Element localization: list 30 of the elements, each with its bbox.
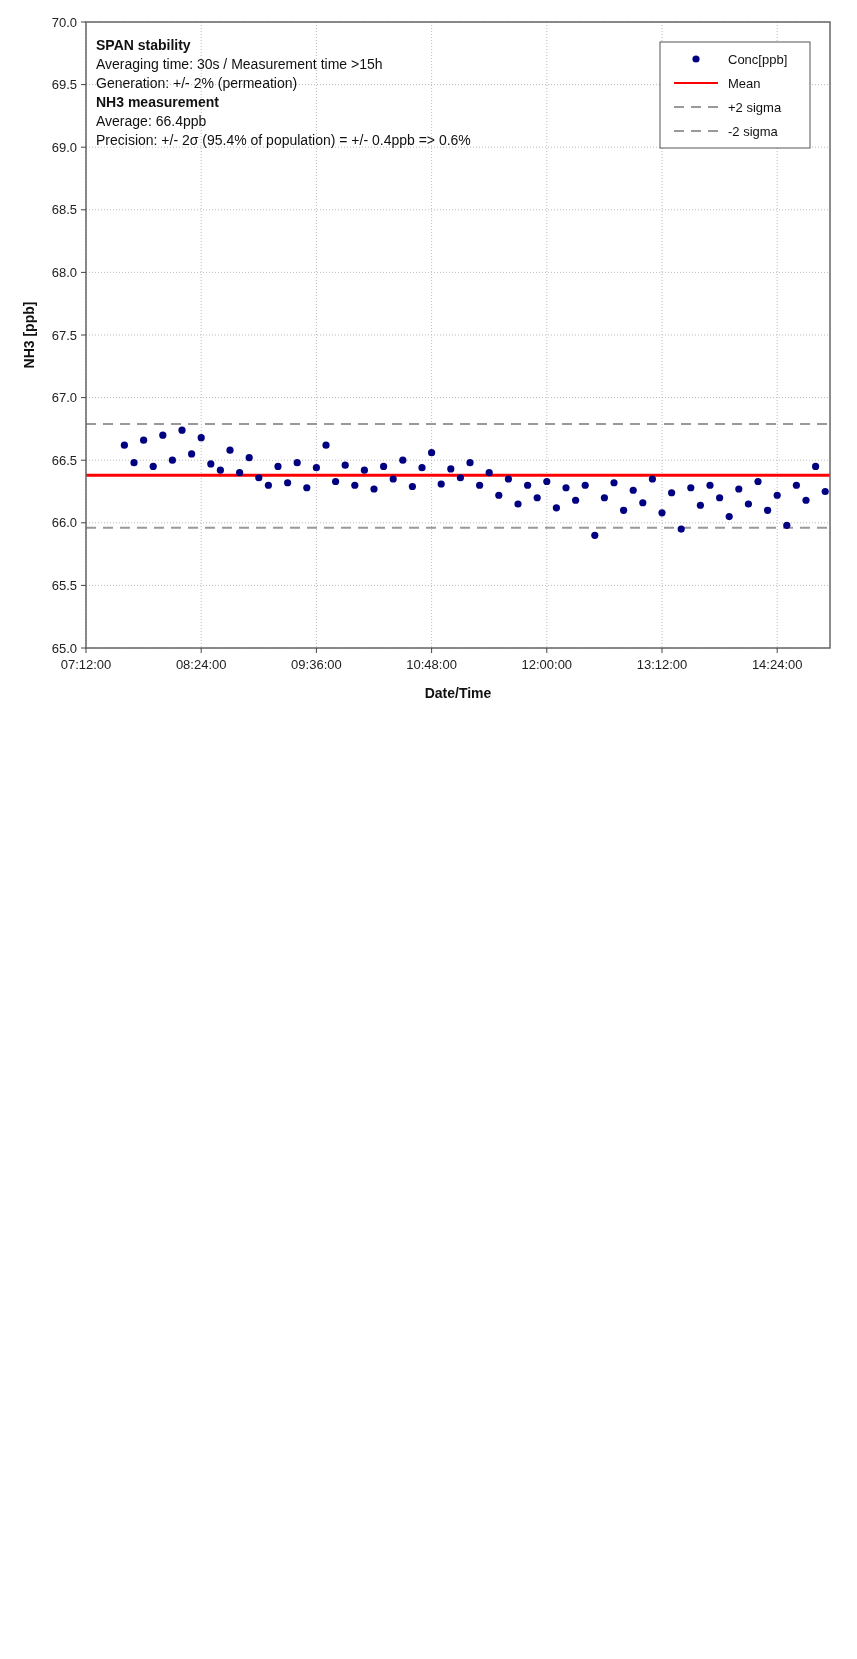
x-tick-label: 12:00:00 xyxy=(521,657,573,672)
legend-label: -2 sigma xyxy=(728,123,779,139)
x-tick-label: 13:12:00 xyxy=(636,657,688,672)
y-tick-label: 69.5 xyxy=(51,77,77,93)
x-axis-title: Date/Time xyxy=(424,685,492,701)
x-tick-label: 09:36:00 xyxy=(291,657,342,672)
legend-label: Mean xyxy=(728,75,761,91)
x-tick-label: 08:24:00 xyxy=(175,657,227,672)
annotation: Generation: +/- 2% (permeation) xyxy=(96,75,298,91)
legend-label: Conc[ppb] xyxy=(728,51,788,67)
annotation: Averaging time: 30s / Measurement time >15h xyxy=(96,56,383,72)
y-tick-label: 66.5 xyxy=(51,452,77,468)
x-tick-label: 14:24:00 xyxy=(751,657,803,672)
x-tick-label: 10:48:00 xyxy=(406,657,457,672)
y-tick-label: 70.0 xyxy=(51,14,77,30)
y-axis-title: NH3 [ppb] xyxy=(21,301,37,369)
annotation: Average: 66.4ppb xyxy=(96,113,207,129)
y-tick-label: 68.0 xyxy=(51,264,77,280)
y-tick-label: 66.0 xyxy=(51,515,77,531)
annotation: SPAN stability xyxy=(96,37,191,53)
y-tick-label: 65.0 xyxy=(51,640,77,656)
y-tick-label: 69.0 xyxy=(51,139,77,155)
y-tick-label: 68.5 xyxy=(51,202,77,218)
annotation: NH3 measurement xyxy=(96,94,220,110)
y-tick-label: 67.5 xyxy=(51,327,77,343)
y-tick-label: 67.0 xyxy=(51,390,77,406)
y-tick-label: 65.5 xyxy=(51,577,77,593)
legend-label: +2 sigma xyxy=(728,99,782,115)
annotation: Precision: +/- 2σ (95.4% of population) = +/- 0.4ppb => 0.6% xyxy=(96,132,471,148)
x-tick-label: 07:12:00 xyxy=(60,657,112,672)
